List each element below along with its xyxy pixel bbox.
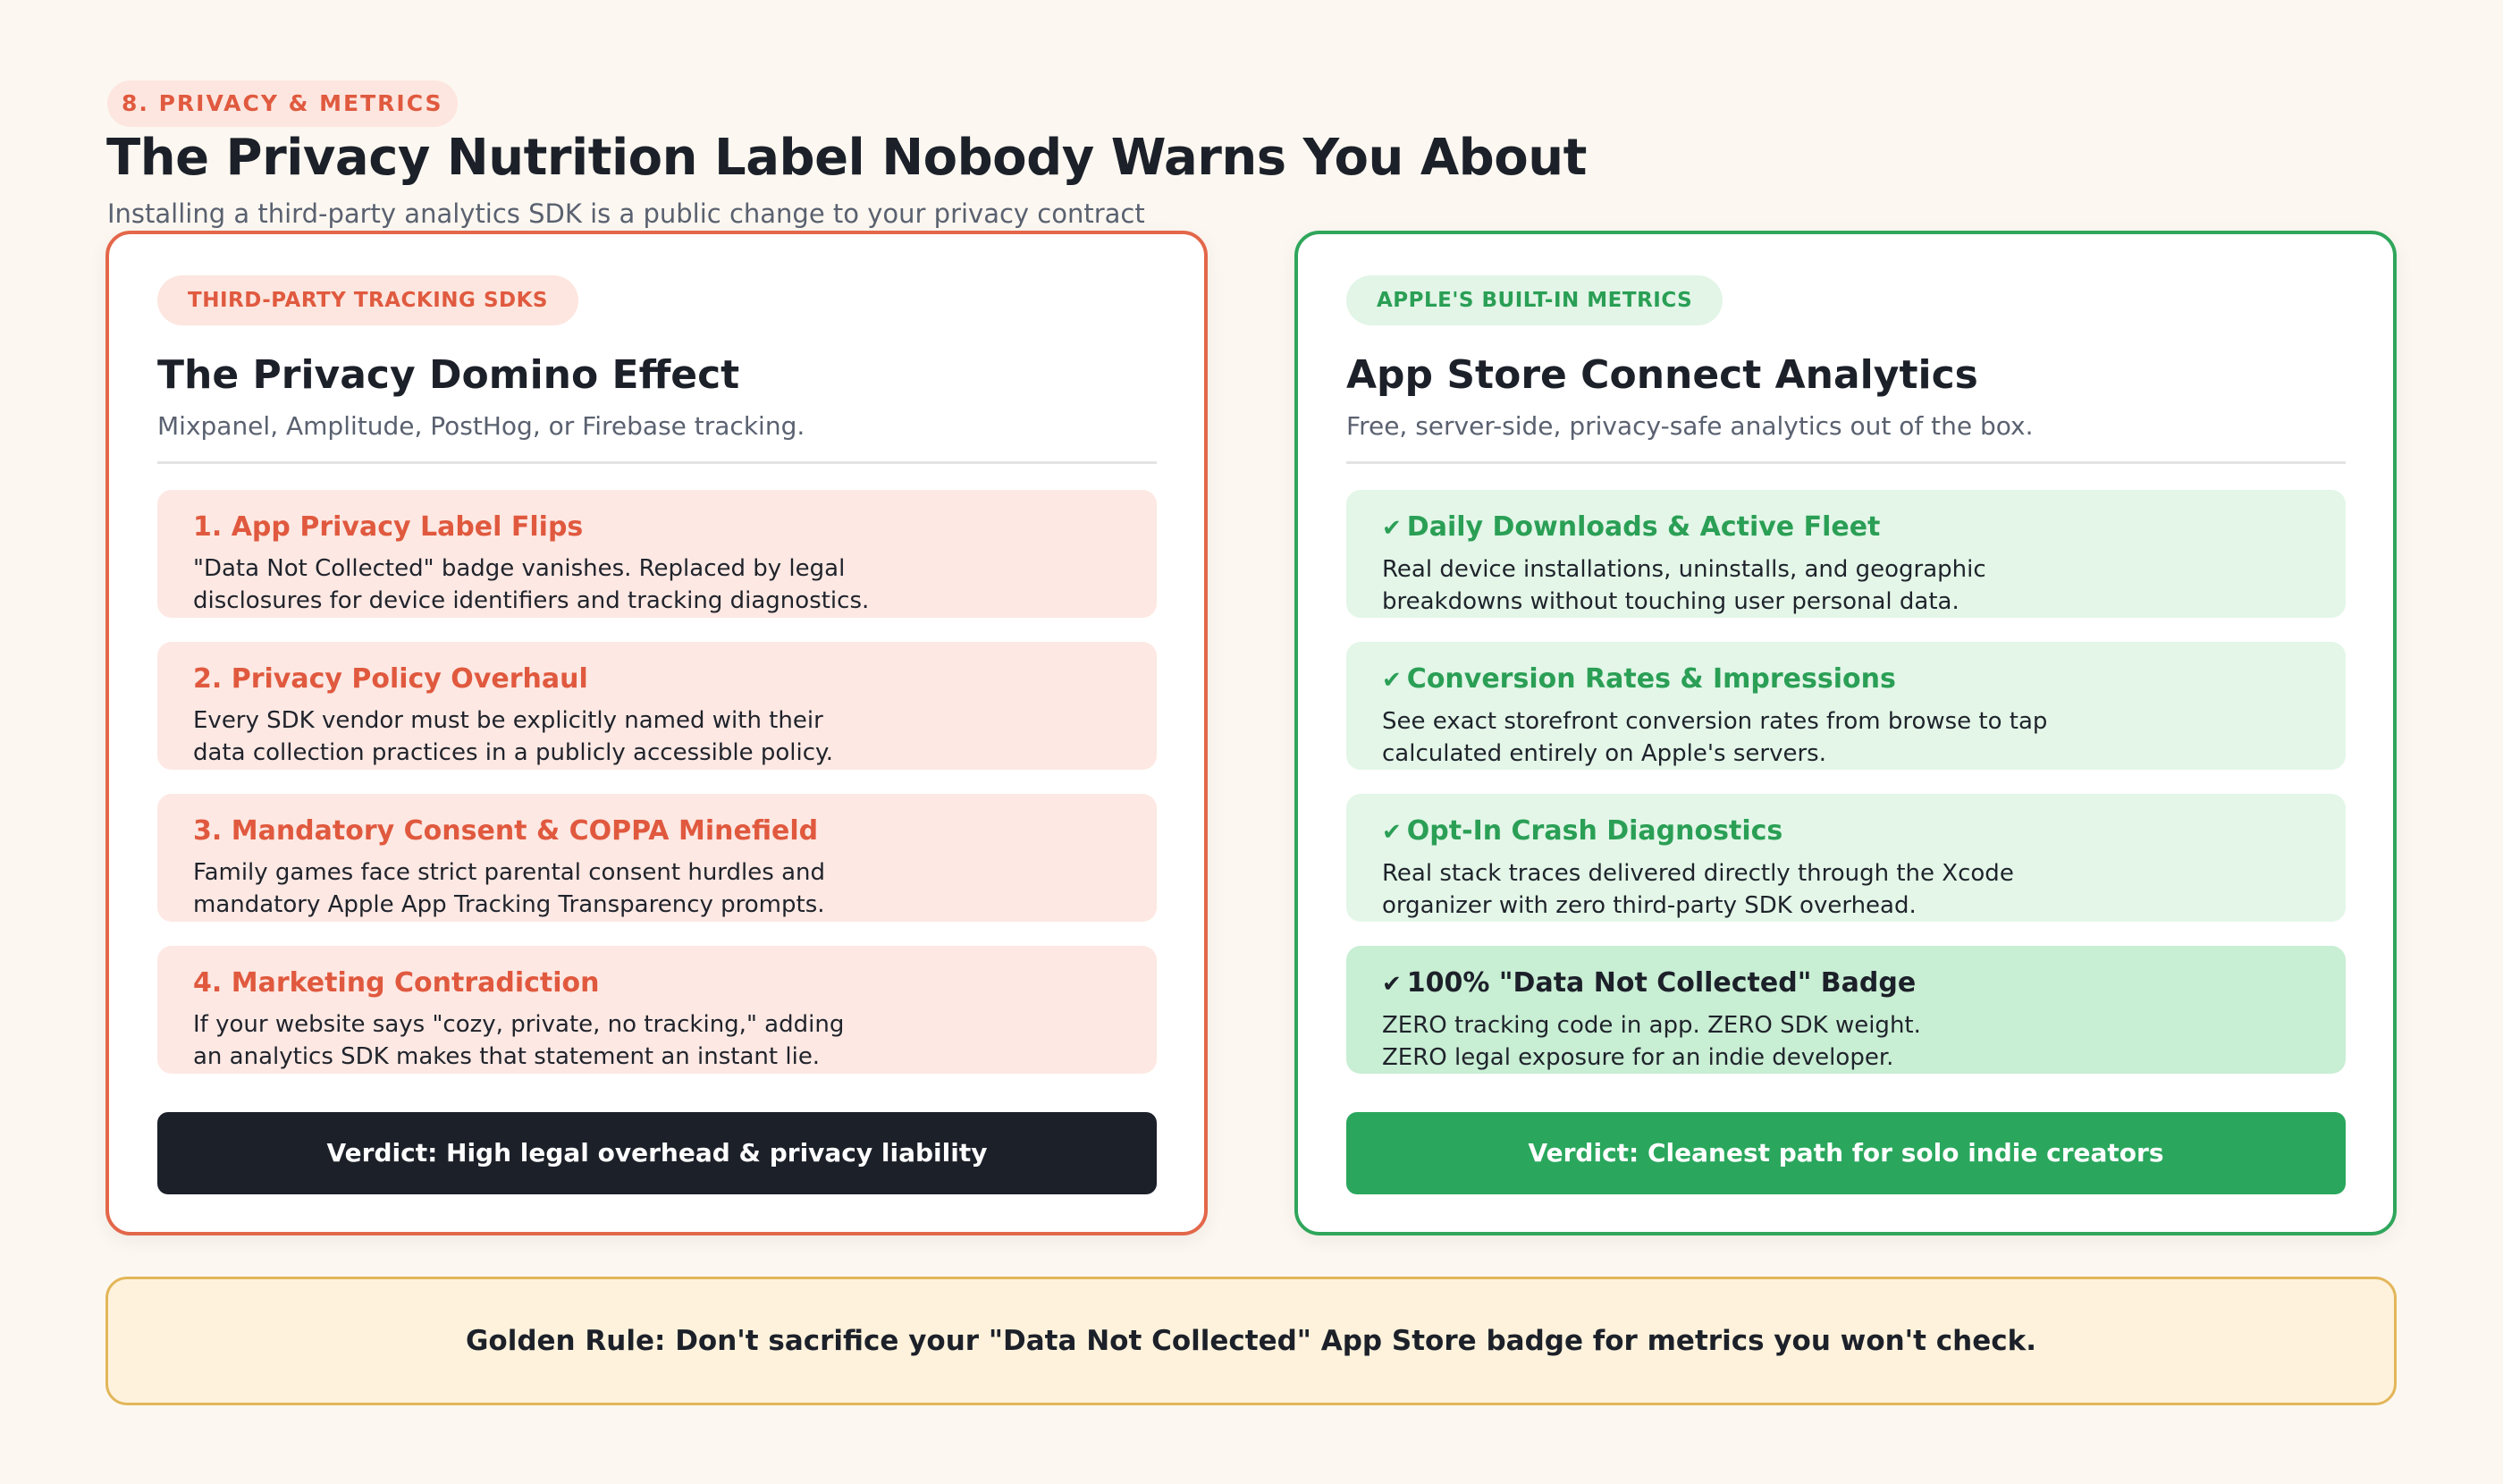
item-description: Real device installations, uninstalls, a… <box>1382 553 2310 618</box>
item-description: Family games face strict parental consen… <box>193 856 1121 921</box>
card-category-pill: APPLE'S BUILT-IN METRICS <box>1346 275 1723 325</box>
item-description-line: ZERO tracking code in app. ZERO SDK weig… <box>1382 1012 1921 1039</box>
item-description-line: disclosures for device identifiers and t… <box>193 587 870 614</box>
card-divider <box>157 461 1157 464</box>
item-description-line: If your website says "cozy, private, no … <box>193 1011 845 1038</box>
item-heading-text: Conversion Rates & Impressions <box>1406 663 1896 695</box>
item-description-line: organizer with zero third-party SDK over… <box>1382 892 1917 919</box>
item-heading: 3. Mandatory Consent & COPPA Minefield <box>193 815 819 847</box>
list-item: ✔ Daily Downloads & Active Fleet Real dev… <box>1346 490 2346 618</box>
list-item: ✔ Opt-In Crash Diagnostics Real stack tra… <box>1346 794 2346 922</box>
item-description-line: data collection practices in a publicly … <box>193 739 833 766</box>
list-item: 2. Privacy Policy Overhaul Every SDK ven… <box>157 642 1157 770</box>
check-icon: ✔ <box>1382 667 1402 694</box>
card-subtitle: Mixpanel, Amplitude, PostHog, or Firebas… <box>157 411 805 441</box>
item-heading: ✔ 100% "Data Not Collected" Badge <box>1382 965 2310 1002</box>
card-category-pill: THIRD-PARTY TRACKING SDKS <box>157 275 578 325</box>
item-description: "Data Not Collected" badge vanishes. Rep… <box>193 552 1121 617</box>
item-description-line: "Data Not Collected" badge vanishes. Rep… <box>193 555 846 582</box>
list-item-highlighted: ✔ 100% "Data Not Collected" Badge ZERO tr… <box>1346 946 2346 1074</box>
item-heading: 2. Privacy Policy Overhaul <box>193 663 588 695</box>
card-title: The Privacy Domino Effect <box>157 352 740 398</box>
check-icon: ✔ <box>1382 971 1402 998</box>
item-description: If your website says "cozy, private, no … <box>193 1008 1121 1073</box>
check-icon: ✔ <box>1382 819 1402 846</box>
item-description-line: ZERO legal exposure for an indie develop… <box>1382 1044 1894 1071</box>
verdict-banner: Verdict: High legal overhead & privacy l… <box>157 1112 1157 1194</box>
item-heading-text: Opt-In Crash Diagnostics <box>1406 815 1783 847</box>
check-icon: ✔ <box>1382 515 1402 542</box>
item-heading: ✔ Conversion Rates & Impressions <box>1382 662 2310 698</box>
item-description: Every SDK vendor must be explicitly name… <box>193 704 1121 769</box>
page-title: The Privacy Nutrition Label Nobody Warns… <box>106 129 1587 187</box>
item-heading: 4. Marketing Contradiction <box>193 967 600 999</box>
item-heading: ✔ Opt-In Crash Diagnostics <box>1382 814 2310 850</box>
list-item: 3. Mandatory Consent & COPPA Minefield F… <box>157 794 1157 922</box>
list-item: 1. App Privacy Label Flips "Data Not Col… <box>157 490 1157 618</box>
item-description-line: Real device installations, uninstalls, a… <box>1382 556 1986 583</box>
item-heading: 1. App Privacy Label Flips <box>193 511 584 543</box>
third-party-sdk-card: THIRD-PARTY TRACKING SDKS The Privacy Do… <box>105 231 1208 1235</box>
verdict-banner: Verdict: Cleanest path for solo indie cr… <box>1346 1112 2346 1194</box>
item-description-line: Every SDK vendor must be explicitly name… <box>193 707 823 734</box>
item-description: Real stack traces delivered directly thr… <box>1382 857 2310 922</box>
golden-rule-banner: Golden Rule: Don't sacrifice your "Data … <box>105 1277 2397 1405</box>
item-heading-text: Daily Downloads & Active Fleet <box>1406 511 1881 543</box>
item-description: ZERO tracking code in app. ZERO SDK weig… <box>1382 1009 2310 1074</box>
list-item: 4. Marketing Contradiction If your websi… <box>157 946 1157 1074</box>
section-tag: 8. PRIVACY & METRICS <box>107 80 458 127</box>
item-description-line: Real stack traces delivered directly thr… <box>1382 860 2014 887</box>
card-subtitle: Free, server-side, privacy-safe analytic… <box>1346 411 2034 441</box>
card-divider <box>1346 461 2346 464</box>
item-heading-text: 100% "Data Not Collected" Badge <box>1406 967 1917 999</box>
apple-metrics-card: APPLE'S BUILT-IN METRICS App Store Conne… <box>1294 231 2397 1235</box>
list-item: ✔ Conversion Rates & Impressions See exac… <box>1346 642 2346 770</box>
item-description-line: breakdowns without touching user persona… <box>1382 588 1959 615</box>
item-description-line: an analytics SDK makes that statement an… <box>193 1043 821 1070</box>
card-title: App Store Connect Analytics <box>1346 352 1978 398</box>
item-description-line: calculated entirely on Apple's servers. <box>1382 740 1826 767</box>
item-description-line: Family games face strict parental consen… <box>193 859 825 886</box>
item-description-line: See exact storefront conversion rates fr… <box>1382 708 2048 735</box>
item-description-line: mandatory Apple App Tracking Transparenc… <box>193 891 825 918</box>
page-subtitle: Installing a third-party analytics SDK i… <box>107 198 1145 229</box>
item-description: See exact storefront conversion rates fr… <box>1382 705 2310 770</box>
item-heading: ✔ Daily Downloads & Active Fleet <box>1382 510 2310 546</box>
